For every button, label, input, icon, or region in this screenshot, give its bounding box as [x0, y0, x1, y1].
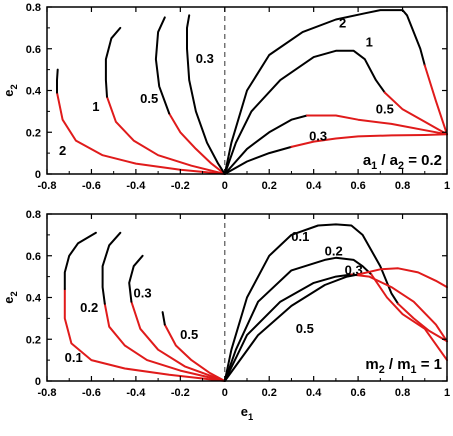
p1-series-7-red-segment-1 — [290, 133, 448, 148]
p2-y-tick-label-0: 0 — [35, 376, 41, 388]
p1-series-6-red-segment-1 — [306, 114, 448, 136]
p2-series-0-red-segment-0 — [63, 288, 226, 382]
p1-curve-label-4: 2 — [339, 16, 346, 31]
p1-series-3-black-segment-0 — [186, 14, 226, 175]
p1-series-2-red-segment-0 — [168, 112, 226, 175]
p1-x-tick-label-4: 0 — [222, 180, 228, 192]
p2-x-axis-label: e1 — [241, 404, 253, 422]
p1-x-tick-label-1: -0.6 — [82, 180, 101, 192]
p2-series-0-black-segment-1 — [63, 231, 97, 291]
p1-series-4-black-segment-0 — [223, 9, 426, 175]
p2-y-tick-label-3: 0.6 — [26, 251, 41, 263]
p1-x-tick-label-3: -0.2 — [171, 180, 190, 192]
p2-series-3-black-segment-1 — [161, 311, 166, 326]
p1-series-4-red-segment-1 — [423, 64, 448, 136]
p2-x-tick-label-0: -0.8 — [38, 387, 57, 399]
p1-curve-label-0: 2 — [59, 143, 66, 158]
p2-y-tick-label-1: 0.2 — [26, 334, 41, 346]
p2-parameter-annotation: m2 / m1 = 1 — [365, 356, 442, 376]
p2-series-2-red-segment-0 — [130, 300, 226, 382]
p2-series-1-black-segment-1 — [101, 231, 122, 305]
p2-x-tick-label-4: 0 — [222, 387, 228, 399]
p2-series-3-red-segment-0 — [163, 323, 226, 382]
p1-curve-label-5: 1 — [366, 34, 373, 49]
p1-series-5-red-segment-1 — [383, 91, 448, 136]
p2-x-tick-label-3: -0.2 — [171, 387, 190, 399]
p1-series-6-black-segment-0 — [223, 114, 308, 175]
p1-parameter-annotation: a1 / a2 = 0.2 — [363, 152, 442, 172]
p2-series-6-black-segment-0 — [223, 273, 353, 382]
p1-series-7-black-segment-0 — [223, 145, 293, 175]
p1-series-1-black-segment-1 — [104, 26, 122, 98]
p2-series-5-red-segment-1 — [370, 273, 448, 362]
p2-series-4-red-segment-1 — [397, 302, 448, 343]
p2-curve-label-5: 0.2 — [325, 244, 343, 259]
p2-y-tick-label-2: 0.4 — [26, 293, 42, 305]
p1-curve-label-6: 0.5 — [376, 101, 394, 116]
p1-y-axis-label: e2 — [1, 84, 19, 96]
p1-curve-label-3: 0.3 — [196, 51, 214, 66]
p1-y-tick-label-3: 0.6 — [26, 44, 41, 56]
p1-series-1-red-segment-0 — [106, 95, 226, 175]
p1-x-tick-label-6: 0.4 — [306, 180, 322, 192]
p2-x-tick-label-7: 0.6 — [350, 387, 365, 399]
p1-curve-label-7: 0.3 — [309, 128, 327, 143]
p1-x-tick-label-5: 0.2 — [262, 180, 277, 192]
p1-x-tick-label-0: -0.8 — [38, 180, 57, 192]
p2-curve-label-4: 0.1 — [291, 229, 309, 244]
p2-curve-label-0: 0.1 — [65, 350, 83, 365]
p2-curve-label-3: 0.5 — [180, 327, 198, 342]
p2-y-tick-label-4: 0.8 — [26, 209, 41, 221]
p1-y-tick-label-1: 0.2 — [26, 127, 41, 139]
p2-y-axis-label: e2 — [1, 291, 19, 303]
p1-x-tick-label-9: 1 — [444, 180, 450, 192]
p2-series-1-red-segment-0 — [103, 302, 226, 382]
p1-y-tick-label-4: 0.8 — [26, 2, 41, 14]
p2-curve-label-7: 0.5 — [296, 321, 314, 336]
p2-x-tick-label-6: 0.4 — [306, 387, 322, 399]
p1-x-tick-label-7: 0.6 — [350, 180, 365, 192]
p1-y-tick-label-0: 0 — [35, 169, 41, 181]
p2-series-4-black-segment-0 — [223, 223, 400, 382]
p1-curve-label-2: 0.5 — [140, 91, 158, 106]
p2-x-tick-label-9: 1 — [444, 387, 450, 399]
p2-series-7-red-segment-1 — [357, 267, 448, 289]
p2-series-5-black-segment-0 — [223, 256, 373, 382]
p2-series-7-black-segment-0 — [223, 273, 360, 382]
p1-series-5-black-segment-0 — [223, 49, 386, 175]
p2-series-6-red-segment-1 — [350, 273, 448, 343]
p1-curve-label-1: 1 — [92, 99, 99, 114]
p2-x-tick-label-8: 0.8 — [395, 387, 410, 399]
p1-series-2-black-segment-1 — [154, 16, 171, 115]
p1-y-tick-label-2: 0.4 — [26, 86, 42, 98]
p2-curve-label-1: 0.2 — [80, 300, 98, 315]
p1-x-tick-label-8: 0.8 — [395, 180, 410, 192]
p2-curve-label-2: 0.3 — [134, 285, 152, 300]
p2-x-tick-label-1: -0.6 — [82, 387, 101, 399]
p2-x-tick-label-5: 0.2 — [262, 387, 277, 399]
p2-x-tick-label-2: -0.4 — [126, 387, 146, 399]
p1-series-0-black-segment-1 — [56, 68, 59, 94]
p1-x-tick-label-2: -0.4 — [126, 180, 146, 192]
p2-series-2-black-segment-1 — [128, 254, 144, 303]
